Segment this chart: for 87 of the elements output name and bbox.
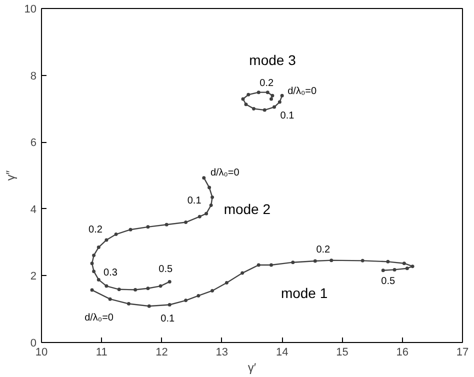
point [402,262,406,266]
point [204,212,208,216]
point [246,92,250,96]
point [392,268,396,272]
point [108,297,112,301]
x-tick-label: 12 [156,346,168,358]
annotation: 0.2 [88,224,103,236]
annotation: 0.2 [260,78,274,89]
point [90,262,94,266]
point [184,220,188,224]
point [269,263,273,267]
point [244,102,248,106]
point [117,288,121,292]
point [256,263,260,267]
point [278,100,282,104]
annotation: 0.1 [280,110,295,122]
annotation: 0.5 [381,276,396,287]
point [262,108,266,112]
y-tick-label: 8 [30,70,37,82]
annotation: 0.3 [104,268,118,279]
point [146,286,150,290]
point [272,105,276,109]
y-tick-label: 0 [30,338,37,350]
point [96,278,100,282]
point [256,90,260,94]
annotation: 0.2 [316,244,331,256]
point [184,298,188,302]
point [209,203,213,207]
point [224,280,228,284]
y-tick-label: 10 [24,4,37,16]
point [104,238,108,242]
point [252,106,256,110]
point [208,186,212,190]
point [381,268,385,272]
point [134,288,138,292]
point [241,97,245,101]
point [96,246,100,250]
point [90,288,94,292]
point [114,232,118,236]
annotation: 0.1 [160,313,175,324]
point [168,280,172,284]
point [360,258,364,262]
point [313,259,317,263]
point [410,264,414,268]
y-axis-title: γ″ [3,170,18,181]
annotation: mode 3 [249,52,296,68]
point [266,90,270,94]
annotation: 0.1 [187,196,202,207]
point [270,94,274,98]
point [386,260,390,264]
x-tick-label: 14 [276,346,288,358]
x-tick-label: 11 [96,346,108,358]
point [146,225,150,229]
x-tick-label: 15 [336,346,348,358]
annotation: 0.5 [158,264,173,276]
annotation: d/λ₀=0 [210,167,240,178]
point [168,303,172,307]
point [92,270,96,274]
point [405,266,409,270]
point [147,304,151,308]
x-tick-label: 13 [216,346,228,358]
x-tick-label: 16 [396,346,408,358]
point [210,195,214,199]
point [330,258,334,262]
point [164,222,168,226]
point [126,302,130,306]
annotation: mode 1 [280,285,328,302]
point [210,288,214,292]
y-tick-label: 6 [30,137,37,150]
point [104,284,108,288]
point [269,97,273,101]
point [158,284,162,288]
x-tick-label: 17 [456,346,469,358]
x-axis-title: γ′ [248,360,257,374]
point [198,214,202,218]
point [202,176,206,180]
point [196,294,200,298]
y-tick-label: 4 [30,204,37,216]
point [240,271,244,275]
point [92,254,96,258]
point [280,94,284,98]
annotation: mode 2 [224,200,271,217]
point [291,260,295,264]
point [128,228,132,232]
annotation: d/λ₀=0 [288,86,317,98]
y-tick-label: 2 [30,270,37,283]
annotation: d/λ₀=0 [84,312,114,324]
